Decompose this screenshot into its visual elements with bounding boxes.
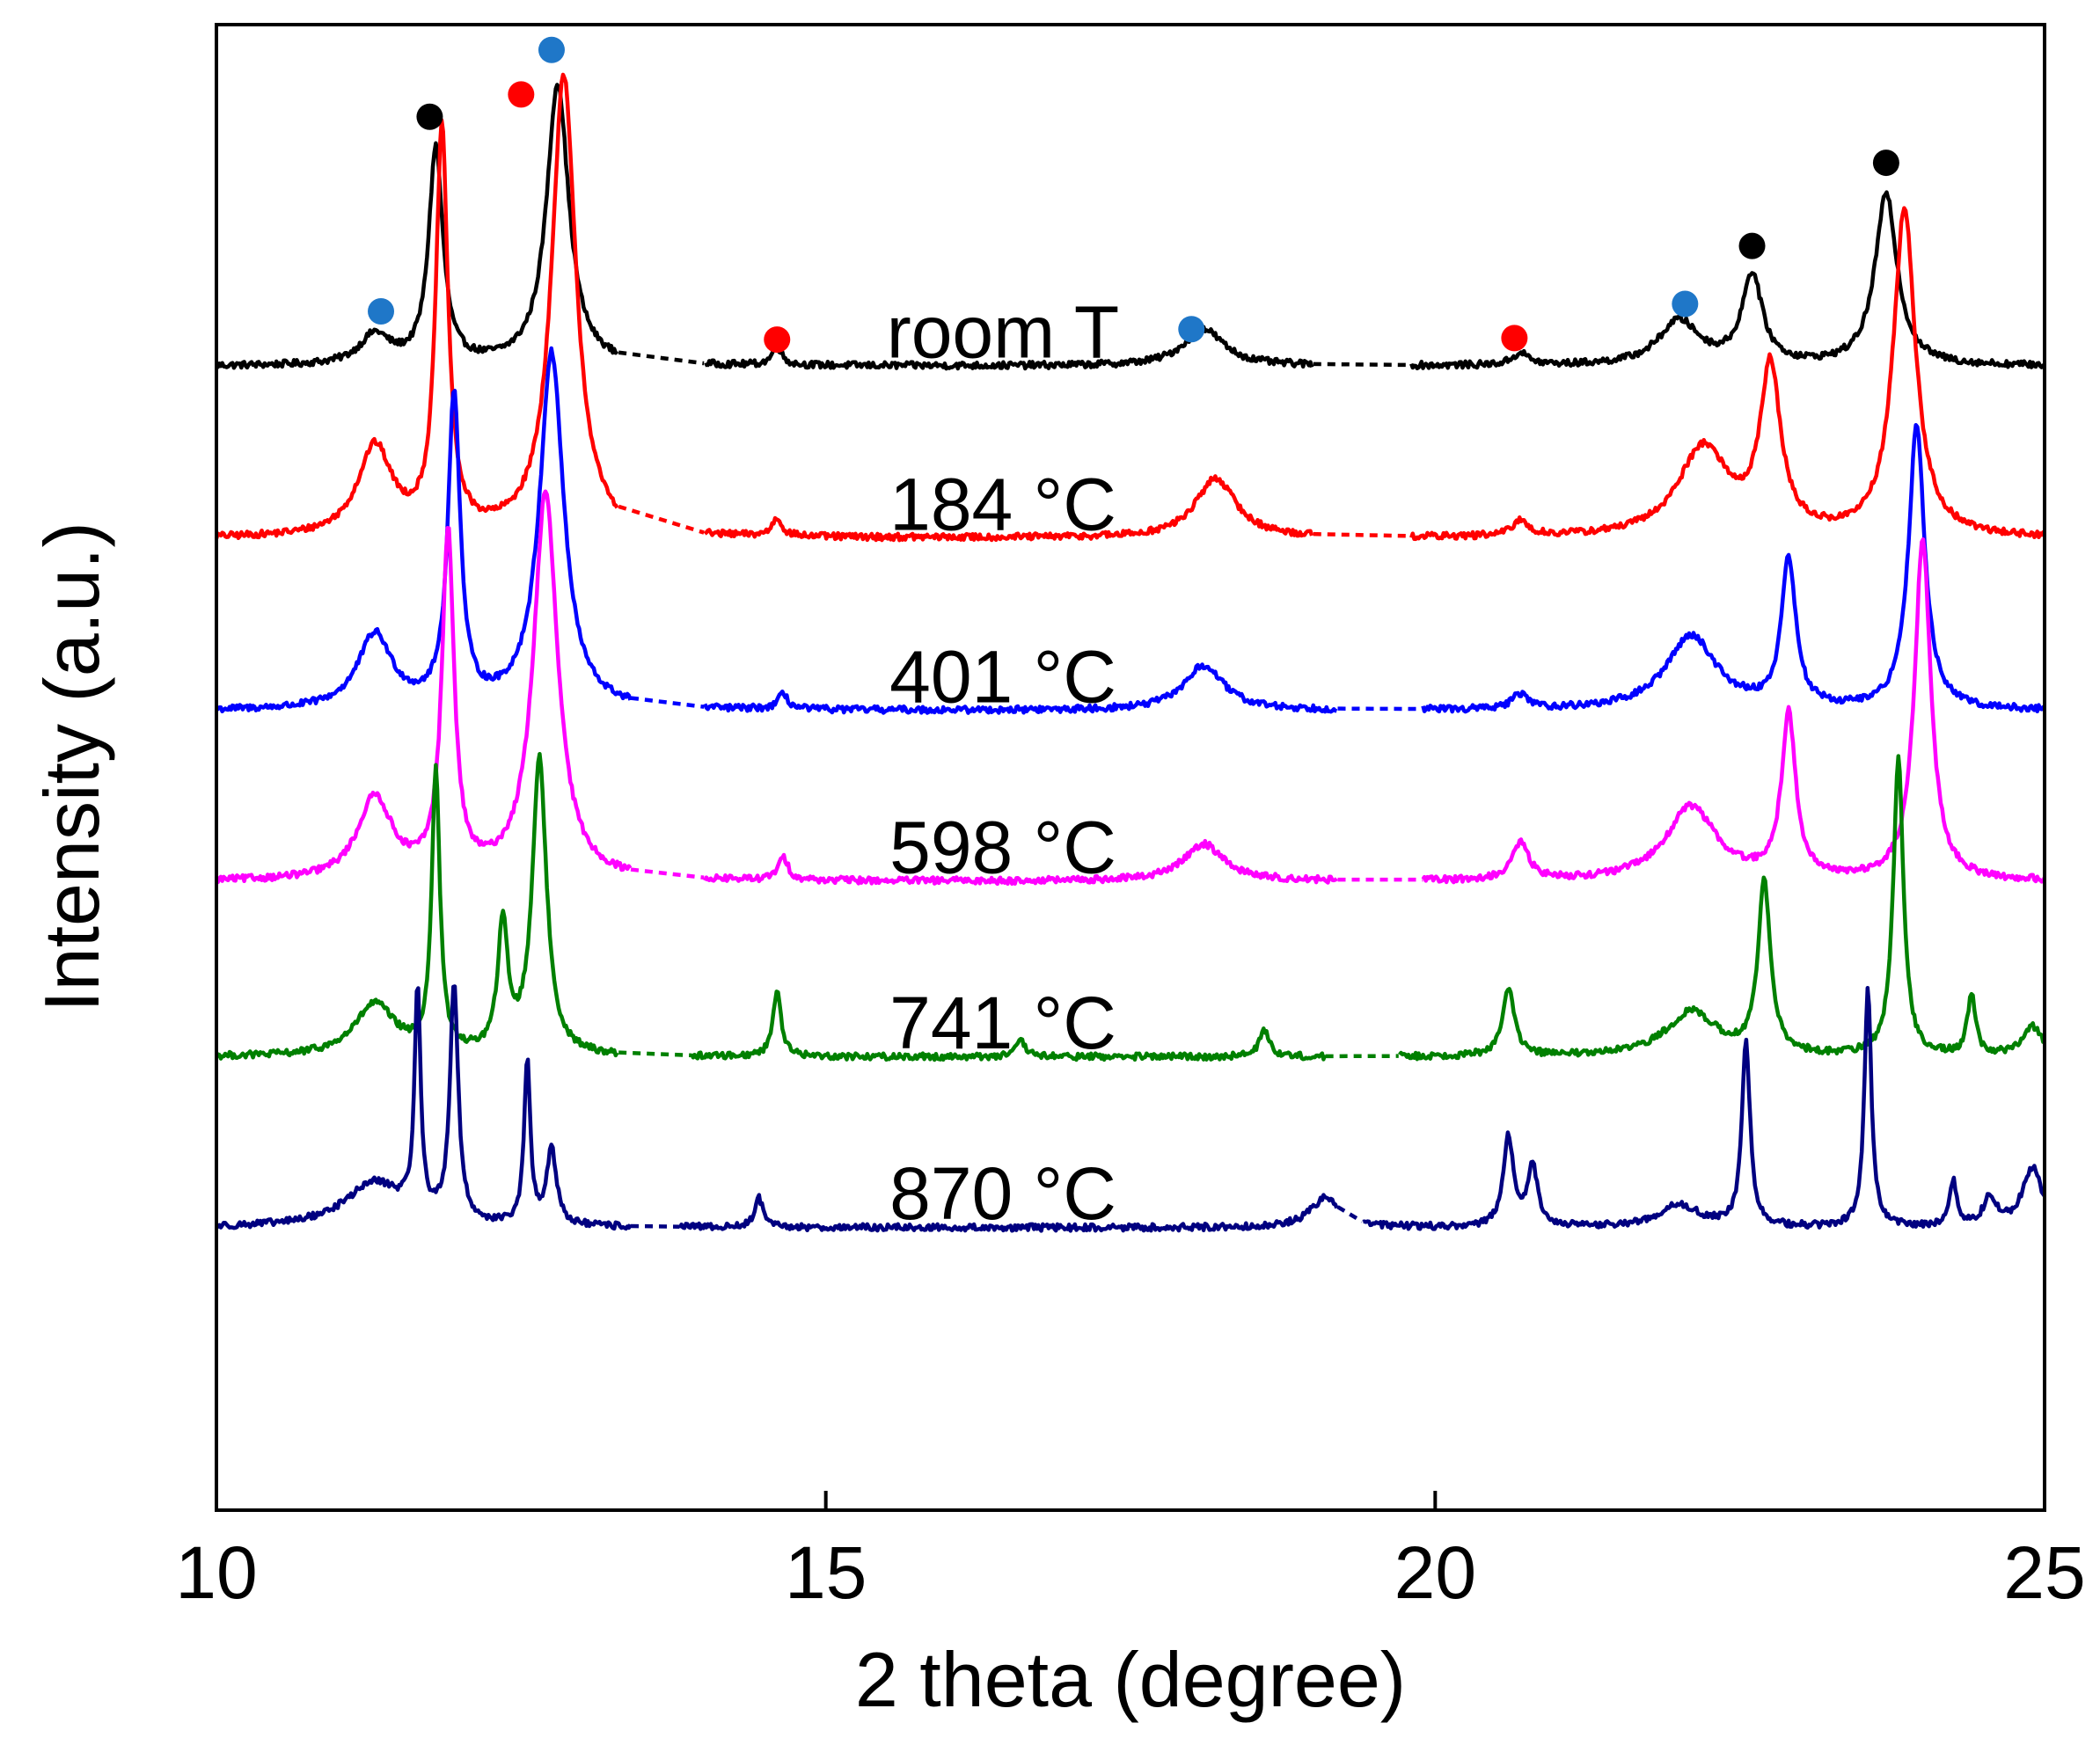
x-axis-ticks: 10 15 20 25 — [175, 1491, 2086, 1614]
series-line-741-c-seg3 — [1398, 754, 2045, 1062]
series-gap-870-c-2 — [1336, 1205, 1364, 1223]
peak-marker-black-2 — [416, 103, 443, 130]
series-870-c — [215, 984, 2046, 1233]
x-tick-label-15: 15 — [785, 1531, 867, 1614]
series-label-room-t: room T — [887, 290, 1120, 373]
series-line-184-c-seg3 — [1409, 206, 2045, 542]
series-gap-184-c-1 — [618, 504, 705, 535]
series-label-870-c: 870 °C — [889, 1152, 1116, 1235]
peak-marker-blue-6 — [1178, 316, 1205, 343]
series-layer — [214, 72, 2047, 1233]
series-line-741-c-seg2 — [690, 989, 1328, 1062]
x-tick-label-25: 25 — [2003, 1531, 2085, 1614]
peak-marker-red-7 — [1501, 325, 1528, 352]
peak-marker-blue-8 — [1672, 290, 1699, 318]
series-room-t — [214, 83, 2046, 371]
series-gap-184-c-2 — [1313, 531, 1411, 538]
peak-marker-red-3 — [508, 81, 535, 108]
series-line-401-c-seg1 — [216, 346, 633, 714]
peak-marker-black-10 — [1872, 150, 1899, 177]
series-line-870-c-seg1 — [215, 984, 633, 1231]
series-gap-741-c-1 — [618, 1050, 692, 1058]
series-401-c — [216, 346, 2046, 715]
series-line-598-c-seg2 — [703, 838, 1338, 887]
series-label-401-c: 401 °C — [889, 635, 1116, 718]
series-gap-401-c-1 — [630, 696, 705, 709]
peak-marker-black-9 — [1738, 232, 1766, 259]
series-label-layer: room T 184 °C 401 °C 598 °C 741 °C 870 °C — [887, 290, 1120, 1235]
series-line-room-t-seg1 — [214, 83, 619, 370]
x-axis-label: 2 theta (degree) — [855, 1636, 1406, 1723]
peak-marker-blue-4 — [538, 36, 565, 63]
series-label-184-c: 184 °C — [889, 463, 1116, 545]
x-tick-label-10: 10 — [175, 1531, 257, 1614]
series-label-741-c: 741 °C — [889, 982, 1116, 1064]
series-line-401-c-seg3 — [1421, 422, 2046, 714]
series-line-870-c-seg2 — [677, 1193, 1339, 1233]
series-line-184-c-seg1 — [214, 72, 619, 541]
series-598-c — [214, 489, 2047, 887]
peak-marker-red-5 — [764, 326, 791, 354]
series-184-c — [214, 72, 2045, 543]
series-line-598-c-seg3 — [1421, 537, 2047, 885]
series-line-room-t-seg3 — [1409, 190, 2046, 371]
series-line-598-c-seg1 — [214, 489, 633, 885]
series-label-598-c: 598 °C — [889, 807, 1116, 889]
series-line-184-c-seg2 — [703, 474, 1314, 543]
marker-layer — [368, 36, 1899, 354]
plot-frame — [215, 23, 2046, 1512]
y-axis-label: Intensity (a.u.) — [28, 522, 115, 1012]
series-gap-room-t-1 — [618, 350, 705, 366]
series-line-401-c-seg2 — [703, 662, 1338, 715]
plot-background — [216, 25, 2045, 1510]
series-gap-598-c-1 — [630, 867, 705, 880]
series-741-c — [214, 751, 2045, 1062]
peak-marker-blue-1 — [368, 297, 395, 325]
series-line-room-t-seg2 — [704, 325, 1314, 371]
series-line-870-c-seg3 — [1362, 986, 2046, 1231]
x-tick-label-20: 20 — [1394, 1531, 1476, 1614]
series-gap-room-t-2 — [1313, 361, 1411, 368]
